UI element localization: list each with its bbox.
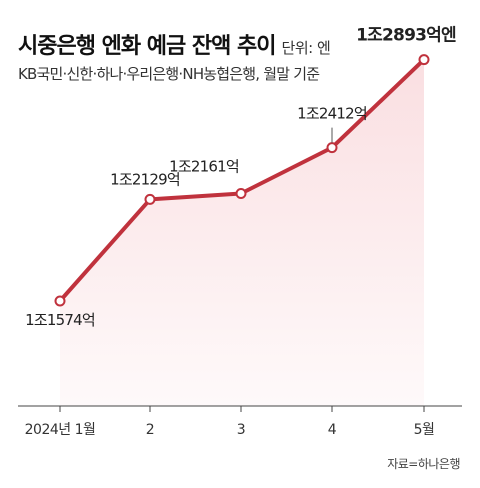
unit-label: 단위: 엔 xyxy=(281,39,331,57)
x-tick-label: 2 xyxy=(146,422,154,438)
title-row: 시중은행 엔화 예금 잔액 추이 단위: 엔 xyxy=(18,28,331,60)
data-label: 1조1574억 xyxy=(25,311,95,329)
x-tick-label: 5월 xyxy=(414,422,435,438)
x-tick-label: 4 xyxy=(328,422,337,438)
area-fill xyxy=(60,59,424,406)
data-label: 1조2129억 xyxy=(110,170,180,188)
data-label: 1조2893억엔 xyxy=(356,26,456,46)
data-label: 1조2161억 xyxy=(169,158,239,176)
chart-subtitle: KB국민·신한·하나·우리은행·NH농협은행, 월말 기준 xyxy=(18,65,320,83)
data-point xyxy=(326,142,338,154)
chart-title: 시중은행 엔화 예금 잔액 추이 xyxy=(18,34,277,59)
x-tick-label: 2024년 1월 xyxy=(25,422,96,438)
data-label: 1조2412억 xyxy=(297,105,367,123)
data-point xyxy=(54,295,66,307)
x-tick-label: 3 xyxy=(237,422,245,438)
data-point xyxy=(235,188,247,199)
data-point xyxy=(144,193,156,205)
data-point xyxy=(418,54,430,66)
source-note: 자료=하나은행 xyxy=(387,457,460,471)
